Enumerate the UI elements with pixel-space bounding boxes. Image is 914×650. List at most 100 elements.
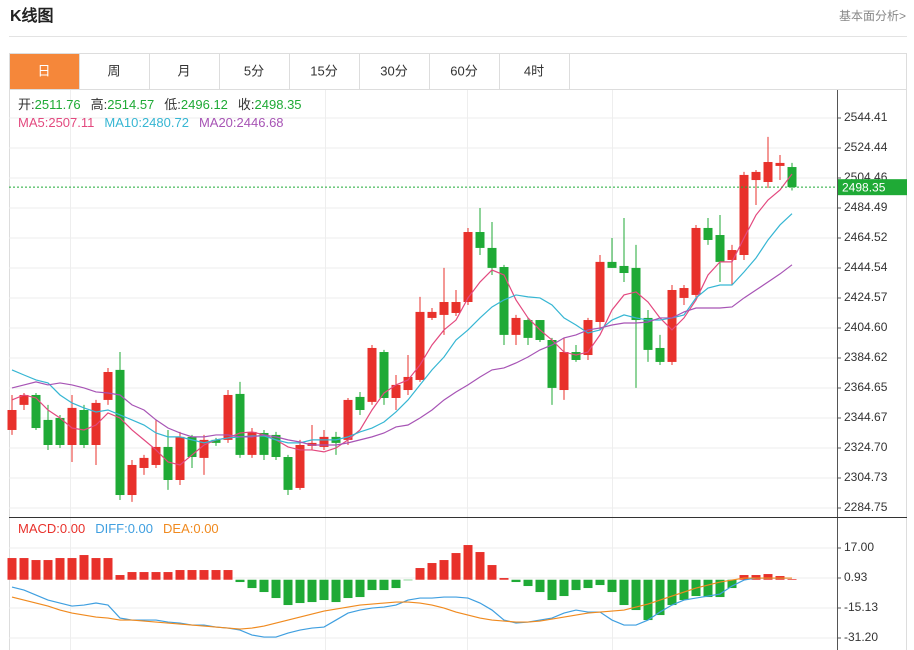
macd-bar [283,579,293,606]
tab[interactable] [289,53,360,90]
macd-bar [67,558,77,580]
candle-body [439,302,449,315]
macd-bar [547,579,557,601]
readout-row: MA5:2507.11 MA10:2480.72 MA20:2446.68 [18,115,284,130]
mark-layer [7,136,837,638]
candle-body [247,431,257,455]
macd-bar [55,558,65,580]
macd-bar [91,558,101,580]
macd-bar [763,574,773,580]
macd-bar [151,572,161,580]
tab-label[interactable]: 15分 [310,63,337,78]
y-tick-label: 0.93 [844,570,868,584]
macd-bar [403,579,413,581]
tab-label[interactable]: 30分 [380,63,407,78]
macd-bar [7,558,17,580]
y-tick-label: 17.00 [844,540,874,554]
macd-bar [571,579,581,591]
y-tick-label: 2344.67 [844,410,888,424]
tab[interactable] [79,53,150,90]
candle-body [715,235,725,262]
y-tick-label: 2544.41 [844,110,888,124]
macd-bar [511,579,521,583]
candle-body [55,417,65,445]
macd-bar [235,579,245,583]
candle-body [343,399,353,440]
candle-body [499,267,509,335]
macd-bar [619,579,629,606]
tab[interactable] [219,53,290,90]
readout-value: 2507.11 [48,115,94,130]
readout-value: 2498.35 [255,97,302,112]
candle-body [607,261,617,268]
macd-bar [703,579,713,598]
macd-bar [307,579,317,603]
y-tick-label: 2404.60 [844,320,888,334]
macd-bar [259,579,269,593]
candle-body [235,393,245,455]
macd-bar [739,575,749,580]
macd-bar [19,558,29,580]
candle-body [487,247,497,268]
tab[interactable] [359,53,430,90]
readout-value: 0.00 [193,521,218,536]
macd-bar [391,579,401,589]
macd-bar [499,578,509,580]
macd-bar [379,579,389,591]
tab-label[interactable]: 5分 [244,63,264,78]
y-tick-label: 2464.52 [844,230,888,244]
macd-bar [367,579,377,591]
macd-bar [559,579,569,597]
macd-bar [223,570,233,580]
macd-bar [175,570,185,580]
candle-body [355,396,365,410]
readout-label: DEA: [163,521,193,536]
candle-body [571,352,581,360]
candle-body [139,457,149,468]
readout-label: 高: [91,97,108,112]
candle-body [319,436,329,447]
macd-bar [451,553,461,580]
candle-body [703,227,713,240]
candle-body [43,419,53,445]
candle-body [211,439,221,443]
macd-bar [607,579,617,593]
candle-body [679,288,689,298]
candle-body [271,434,281,458]
tab-label[interactable]: 周 [107,63,120,78]
candle-body [283,457,293,490]
candle-body [31,394,41,429]
y-tick-label: 2384.62 [844,350,888,364]
macd-bar [751,575,761,580]
macd-bar [355,579,365,598]
tab-label[interactable]: 60分 [450,63,477,78]
candle-body [523,320,533,338]
candle-body [751,171,761,181]
candle-body [151,446,161,465]
candle-body [103,371,113,400]
y-tick-label: 2284.75 [844,500,888,514]
tab[interactable] [499,53,570,90]
candle-body [667,289,677,362]
candle-body [7,409,17,430]
tab-label[interactable]: 4时 [524,63,544,78]
candle-body [739,174,749,255]
y-tick-label: 2444.54 [844,260,888,274]
candle-body [199,439,209,458]
candle-body [619,265,629,274]
fundamental-link[interactable]: 基本面分析> [839,9,906,23]
y-tick-label: 2524.44 [844,140,888,154]
tab-label[interactable]: 月 [177,63,190,78]
tab-label[interactable]: 日 [37,63,50,78]
candle-body [511,317,521,335]
readout-value: 0.00 [60,521,85,536]
y-tick-label: 2304.73 [844,470,888,484]
readout-value: 2514.57 [107,97,154,112]
readout-label: DIFF: [95,521,128,536]
page-title: K线图 [10,6,54,25]
candle-body [67,407,77,445]
macd-bar [643,579,653,621]
readout-value: 0.00 [128,521,153,536]
macd-line [11,577,792,630]
